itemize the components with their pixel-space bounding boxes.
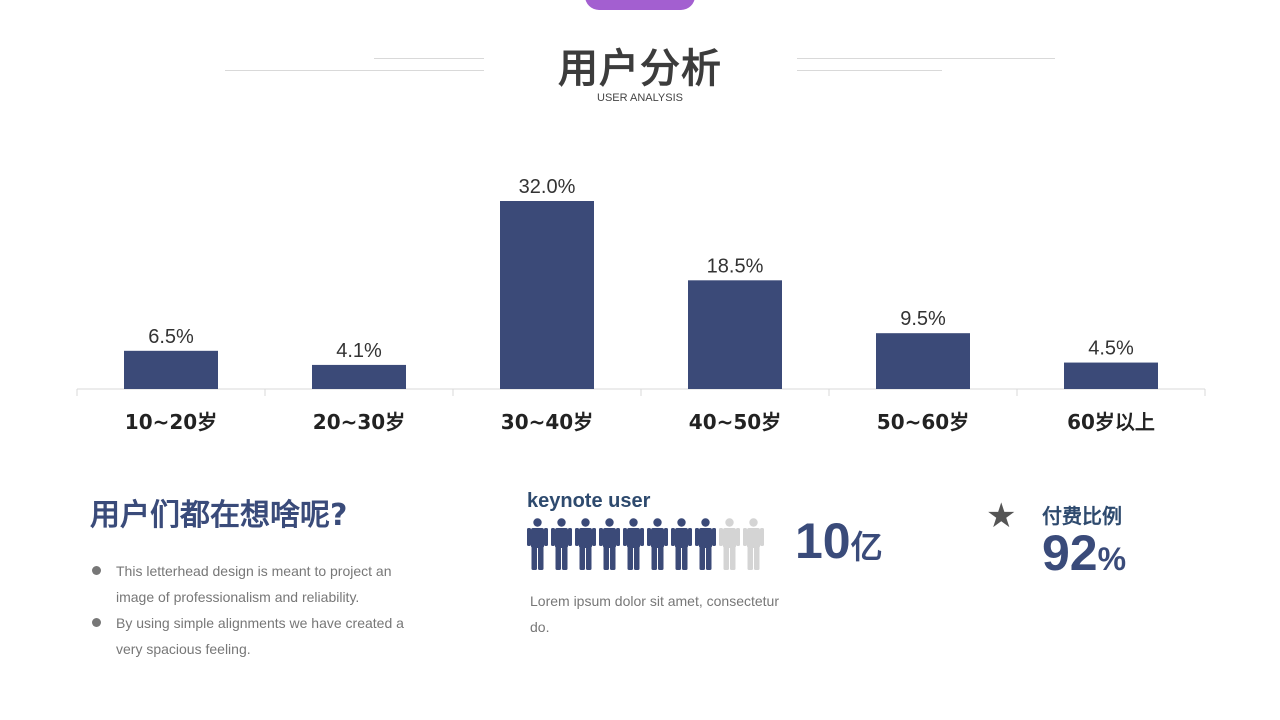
bar bbox=[124, 350, 218, 389]
category-label: 20~30岁 bbox=[313, 410, 405, 434]
people-icon-row bbox=[527, 518, 764, 570]
keynote-description: Lorem ipsum dolor sit amet, consectetur … bbox=[530, 593, 779, 635]
data-label: 6.5% bbox=[148, 326, 194, 348]
payment-ratio: 92% bbox=[1042, 524, 1126, 582]
bullet-list: This letterhead design is meant to proje… bbox=[92, 558, 412, 662]
bullet-dot-icon bbox=[92, 618, 101, 627]
bar bbox=[876, 333, 970, 389]
question-title: 用户们都在想啥呢? bbox=[90, 498, 348, 533]
user-count-number: 10 bbox=[795, 513, 851, 569]
bar bbox=[1064, 362, 1158, 389]
page-title: 用户分析 bbox=[558, 46, 722, 92]
bullet-dot-icon bbox=[92, 566, 101, 575]
person-icon bbox=[551, 518, 572, 570]
bar bbox=[312, 364, 406, 389]
top-accent-tab bbox=[585, 0, 695, 10]
person-icon bbox=[671, 518, 692, 570]
data-label: 32.0% bbox=[519, 176, 576, 198]
bullet-text: By using simple alignments we have creat… bbox=[116, 615, 404, 657]
category-label: 30~40岁 bbox=[501, 410, 593, 434]
person-icon bbox=[743, 518, 764, 570]
payment-ratio-label: 付费比例 bbox=[1042, 504, 1122, 528]
data-label: 4.1% bbox=[336, 340, 382, 362]
person-icon bbox=[527, 518, 548, 570]
age-distribution-chart: 6.5% 10~20岁 4.1% 20~30岁 32.0% 30~40岁 18.5% 40~5… bbox=[76, 176, 1206, 434]
star-icon: ★ bbox=[986, 497, 1017, 535]
payment-ratio-number: 92 bbox=[1042, 525, 1098, 581]
user-count-unit: 亿 bbox=[850, 528, 883, 566]
person-icon bbox=[647, 518, 668, 570]
person-icon bbox=[623, 518, 644, 570]
bullet-text: This letterhead design is meant to proje… bbox=[116, 563, 392, 605]
user-count: 10亿 bbox=[795, 512, 883, 570]
person-icon bbox=[599, 518, 620, 570]
bar bbox=[500, 201, 594, 389]
category-label: 10~20岁 bbox=[125, 410, 217, 434]
data-label: 18.5% bbox=[707, 255, 764, 277]
person-icon bbox=[695, 518, 716, 570]
page-subtitle: USER ANALYSIS bbox=[597, 92, 683, 104]
category-label: 60岁以上 bbox=[1067, 410, 1155, 434]
title-rule-left-top bbox=[374, 58, 484, 59]
payment-ratio-unit: % bbox=[1097, 541, 1127, 577]
person-icon bbox=[575, 518, 596, 570]
title-rule-right-top bbox=[797, 58, 1055, 59]
category-label: 50~60岁 bbox=[877, 410, 969, 434]
keynote-user-title: keynote user bbox=[527, 490, 651, 512]
data-label: 9.5% bbox=[900, 308, 946, 330]
title-rule-right-bottom bbox=[797, 70, 942, 71]
title-rule-left-bottom bbox=[225, 70, 484, 71]
bullet-item: This letterhead design is meant to proje… bbox=[92, 558, 412, 610]
bullet-item: By using simple alignments we have creat… bbox=[92, 610, 412, 662]
bar bbox=[688, 280, 782, 389]
person-icon bbox=[719, 518, 740, 570]
data-label: 4.5% bbox=[1088, 338, 1134, 360]
category-label: 40~50岁 bbox=[689, 410, 781, 434]
